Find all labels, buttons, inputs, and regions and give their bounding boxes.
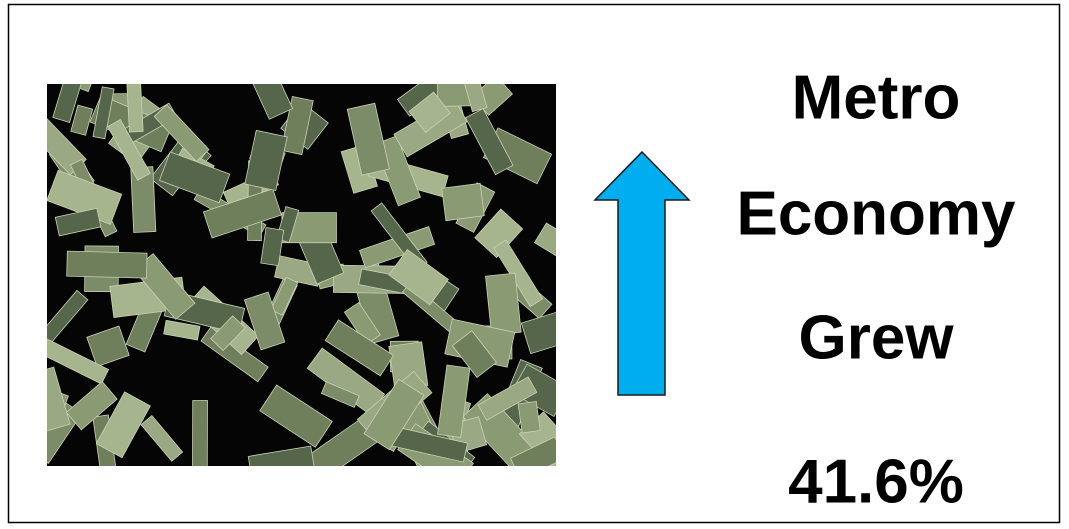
bill [67, 251, 147, 278]
bill [486, 273, 522, 335]
headline-line: Grew [798, 303, 954, 372]
headline-line: Metro [792, 63, 961, 132]
money-photo [20, 54, 593, 489]
bill [442, 183, 485, 220]
page: Metro Economy Grew 41.6% (() => { const … [0, 0, 1069, 529]
bill [518, 401, 540, 432]
headline-line: Economy [736, 179, 1016, 248]
bill [192, 401, 207, 474]
headline-value: 41.6% [788, 447, 964, 516]
slide: Metro Economy Grew 41.6% [0, 0, 1069, 529]
